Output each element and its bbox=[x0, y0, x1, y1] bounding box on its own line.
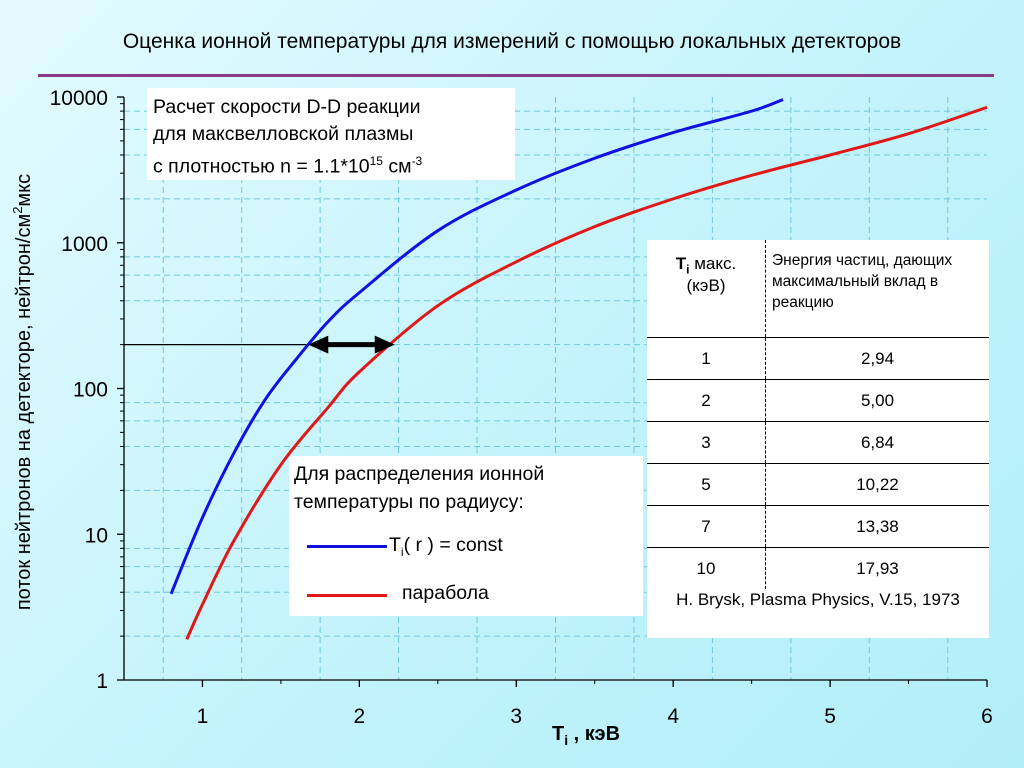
table-row: 5 10,22 bbox=[647, 463, 989, 506]
table-row: 3 6,84 bbox=[647, 421, 989, 464]
slide-title: Оценка ионной температуры для измерений … bbox=[122, 30, 902, 53]
citation: H. Brysk, Plasma Physics, V.15, 1973 bbox=[676, 590, 960, 609]
series-line-const bbox=[169, 98, 784, 595]
y-tick-label: 1000 bbox=[61, 233, 108, 256]
table-row: 10 17,93 bbox=[647, 547, 989, 589]
energy-table: Ti макс. (кэВ) Энергия частиц, дающих ма… bbox=[647, 240, 989, 589]
table-row: 1 2,94 bbox=[647, 337, 989, 380]
x-tick-label: 3 bbox=[510, 705, 522, 728]
arrow-head-right bbox=[374, 335, 395, 354]
series-line-parabola bbox=[185, 105, 988, 640]
x-tick-label: 5 bbox=[824, 705, 836, 728]
y-tick-label: 100 bbox=[73, 379, 108, 402]
y-tick-label: 10 bbox=[85, 524, 108, 547]
legend-title: Для распределения ионной температуры по … bbox=[294, 463, 545, 513]
arrow-annotation bbox=[124, 335, 395, 354]
arrow-head-left bbox=[308, 335, 329, 354]
x-tick-label: 1 bbox=[197, 705, 209, 728]
legend: Для распределения ионной температуры по … bbox=[289, 456, 643, 616]
x-tick-label: 6 bbox=[981, 705, 993, 728]
legend-label-const: Ti( r ) = const bbox=[389, 534, 503, 559]
x-axis-label: Ti , кэВ bbox=[552, 723, 620, 748]
calculation-note: Расчет скорости D-D реакции для максвелл… bbox=[147, 88, 515, 180]
y-ticks: 1 10 100 1000 10000 bbox=[50, 87, 124, 693]
table-header-temp: Ti макс. (кэВ) bbox=[647, 240, 766, 338]
x-tick-label: 4 bbox=[667, 705, 679, 728]
note-line-1: Расчет скорости D-D реакции bbox=[153, 96, 421, 118]
note-line-3: с плотностью n = 1.1*1015 см-3 bbox=[153, 154, 423, 178]
table-row: 7 13,38 bbox=[647, 505, 989, 548]
y-tick-label: 1 bbox=[96, 670, 108, 693]
title-divider bbox=[38, 74, 994, 77]
energy-table-panel: Ti макс. (кэВ) Энергия частиц, дающих ма… bbox=[647, 240, 989, 638]
y-tick-label: 10000 bbox=[50, 87, 108, 110]
x-tick-label: 2 bbox=[354, 705, 366, 728]
curves bbox=[169, 98, 988, 640]
legend-swatch-const bbox=[307, 545, 387, 548]
note-line-2: для максвелловской плазмы bbox=[153, 123, 414, 145]
table-header-energy: Энергия частиц, дающих максимальный вкла… bbox=[772, 252, 953, 311]
legend-label-parabola: парабола bbox=[402, 582, 489, 604]
legend-swatch-parabola bbox=[307, 594, 387, 597]
x-ticks: 1 2 3 4 5 6 bbox=[197, 680, 993, 728]
table-row: 2 5,00 bbox=[647, 379, 989, 422]
table-header-row: Ti макс. (кэВ) Энергия частиц, дающих ма… bbox=[647, 240, 989, 338]
y-axis-label: поток нейтронов на детекторе, нейтрон/см… bbox=[10, 174, 35, 610]
